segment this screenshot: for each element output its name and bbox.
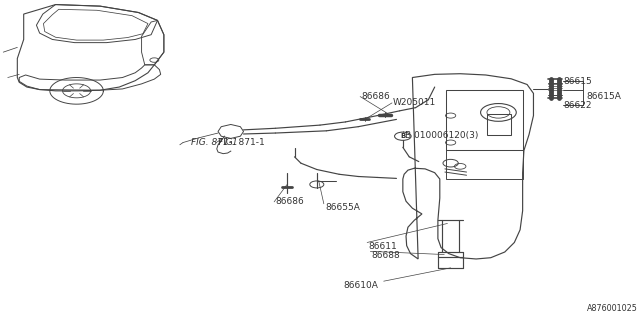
Text: 86611: 86611 bbox=[369, 242, 397, 251]
Text: 86610A: 86610A bbox=[343, 281, 378, 290]
Text: 86686: 86686 bbox=[362, 92, 390, 101]
Text: FIG. 871-1: FIG. 871-1 bbox=[218, 138, 265, 147]
Text: FIG. 871-1: FIG. 871-1 bbox=[191, 138, 237, 147]
Text: W205011: W205011 bbox=[393, 99, 436, 108]
Text: 86688: 86688 bbox=[372, 251, 401, 260]
Text: B: B bbox=[400, 133, 406, 139]
Text: A876001025: A876001025 bbox=[586, 304, 637, 313]
Text: 86615A: 86615A bbox=[586, 92, 621, 101]
Text: 86622: 86622 bbox=[563, 101, 592, 110]
Text: 86655A: 86655A bbox=[325, 203, 360, 212]
Text: B 010006120(3): B 010006120(3) bbox=[405, 132, 479, 140]
Text: 86686: 86686 bbox=[275, 197, 304, 206]
Text: 86615: 86615 bbox=[563, 77, 592, 86]
